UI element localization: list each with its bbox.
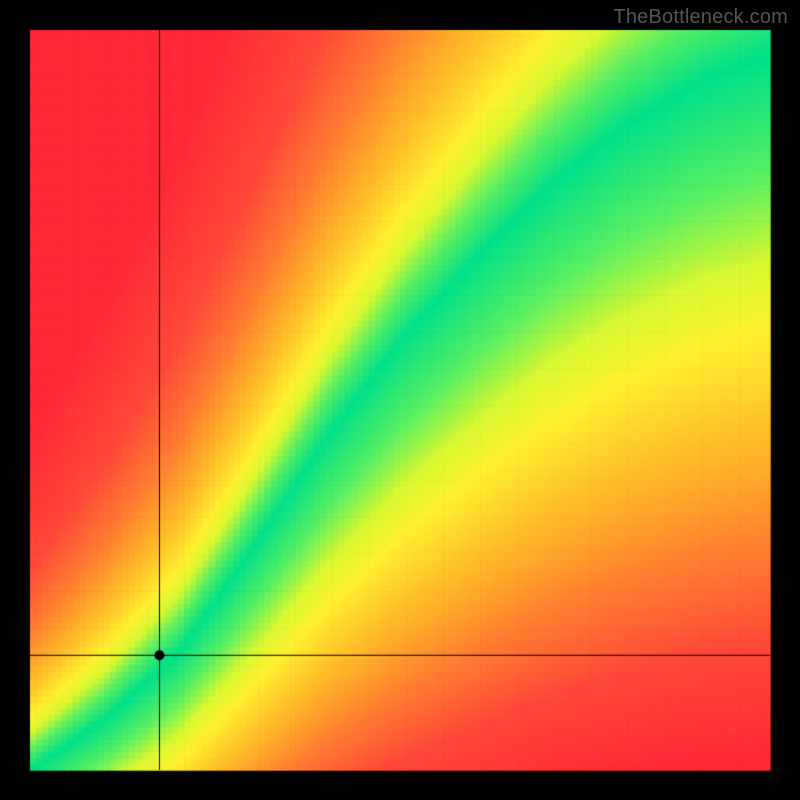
watermark-text: TheBottleneck.com bbox=[613, 6, 788, 29]
chart-container: TheBottleneck.com bbox=[0, 0, 800, 800]
bottleneck-heatmap bbox=[0, 0, 800, 800]
